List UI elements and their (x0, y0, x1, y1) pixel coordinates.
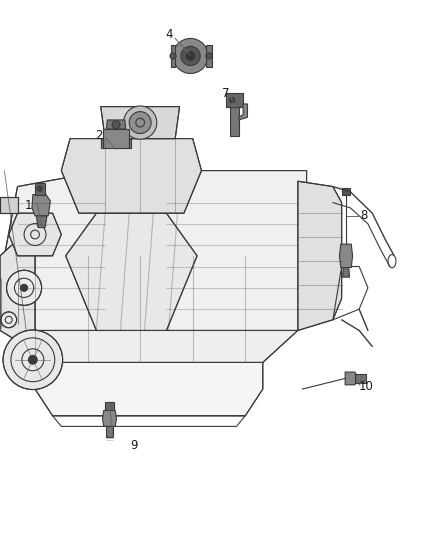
Circle shape (3, 330, 63, 390)
Polygon shape (103, 129, 129, 148)
Polygon shape (0, 240, 35, 362)
Circle shape (206, 53, 212, 59)
Circle shape (7, 270, 42, 305)
Polygon shape (171, 45, 175, 67)
Polygon shape (35, 183, 45, 195)
Circle shape (112, 121, 120, 128)
Polygon shape (61, 139, 201, 213)
Circle shape (21, 284, 28, 292)
Circle shape (129, 111, 151, 134)
Polygon shape (4, 171, 105, 330)
Circle shape (28, 356, 37, 364)
Polygon shape (101, 107, 180, 139)
Text: 1: 1 (25, 199, 32, 212)
Polygon shape (355, 374, 366, 383)
Polygon shape (230, 107, 239, 136)
Polygon shape (298, 181, 342, 330)
Polygon shape (129, 139, 131, 148)
Circle shape (124, 106, 157, 139)
Polygon shape (206, 45, 212, 67)
Polygon shape (166, 171, 307, 330)
Circle shape (1, 312, 17, 328)
Polygon shape (101, 139, 103, 148)
Polygon shape (342, 188, 350, 195)
Polygon shape (226, 93, 243, 107)
Circle shape (170, 53, 176, 59)
Polygon shape (343, 268, 350, 277)
Polygon shape (9, 213, 61, 256)
Polygon shape (32, 195, 50, 216)
Text: 9: 9 (130, 439, 138, 451)
Circle shape (37, 186, 42, 191)
Circle shape (186, 52, 195, 60)
Polygon shape (102, 410, 117, 426)
Polygon shape (35, 362, 263, 416)
Text: 10: 10 (358, 380, 373, 393)
Text: 7: 7 (222, 87, 230, 100)
Circle shape (173, 38, 208, 74)
Circle shape (181, 46, 200, 66)
Text: 2: 2 (95, 130, 102, 142)
Polygon shape (345, 372, 359, 385)
Text: 8: 8 (360, 209, 367, 222)
Polygon shape (105, 402, 114, 410)
Polygon shape (106, 426, 113, 437)
Text: 4: 4 (165, 28, 173, 41)
Circle shape (230, 98, 235, 103)
Polygon shape (339, 244, 353, 268)
Polygon shape (18, 256, 298, 362)
Polygon shape (239, 104, 247, 120)
Polygon shape (106, 120, 126, 129)
Polygon shape (66, 213, 197, 330)
Polygon shape (0, 197, 18, 213)
Polygon shape (36, 216, 47, 228)
